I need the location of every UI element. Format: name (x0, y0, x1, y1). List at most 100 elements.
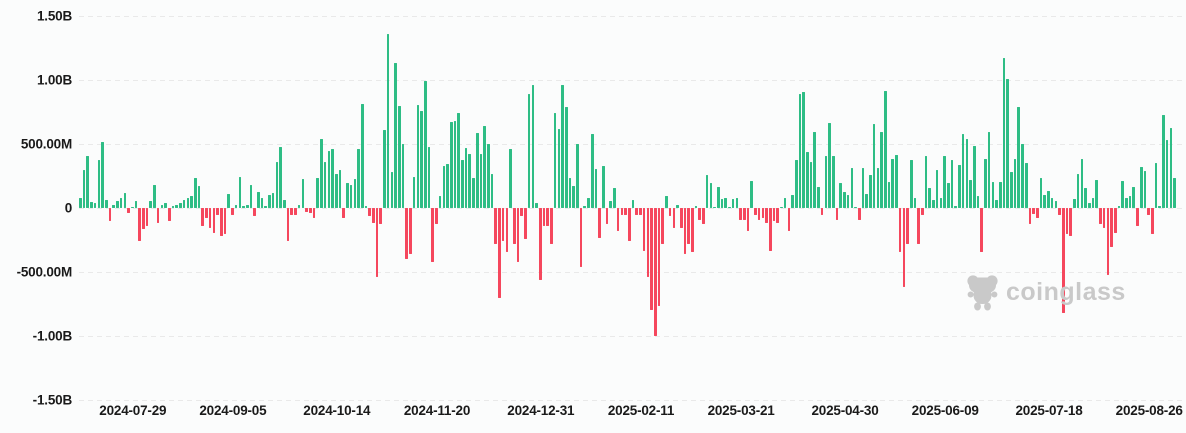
bar (583, 205, 587, 208)
bar (145, 208, 149, 227)
bar (334, 174, 338, 208)
bar (290, 208, 294, 215)
bar (832, 155, 835, 208)
gridline (79, 272, 1183, 273)
bar (527, 93, 531, 208)
bar (331, 148, 334, 208)
bar (153, 184, 156, 208)
bar (776, 208, 779, 223)
bar (513, 208, 516, 245)
bar (368, 208, 371, 217)
bar (342, 208, 345, 218)
bar (980, 208, 983, 253)
gridline (79, 144, 1183, 145)
bar (446, 163, 449, 208)
bar (557, 129, 561, 208)
gridline (79, 336, 1183, 337)
bar (917, 208, 920, 245)
bar (1076, 174, 1080, 208)
bar (1102, 208, 1106, 228)
bar (420, 110, 423, 208)
bar (483, 125, 486, 208)
bar (576, 144, 579, 208)
bar (164, 203, 167, 208)
bar (635, 208, 638, 215)
bar (820, 208, 824, 215)
bar (116, 201, 119, 208)
bar (457, 112, 460, 208)
bar (401, 144, 405, 208)
bar (412, 176, 416, 208)
x-axis-label: 2025-03-21 (707, 403, 775, 418)
bar (435, 208, 438, 225)
bar (991, 181, 995, 208)
bar (427, 147, 431, 208)
bar (283, 199, 286, 208)
bar (798, 93, 802, 208)
bar (987, 132, 991, 208)
bar (249, 184, 253, 208)
bar (976, 196, 980, 208)
bar (961, 134, 965, 208)
bar (857, 208, 861, 220)
bar (1069, 208, 1073, 236)
y-axis-label: 1.00B (36, 72, 72, 88)
bar (620, 208, 624, 215)
bar (127, 208, 130, 213)
plot-area[interactable] (79, 16, 1183, 401)
bar (409, 208, 412, 254)
bar (386, 33, 390, 208)
bar (501, 208, 505, 241)
bar (921, 208, 924, 215)
bar (1121, 181, 1124, 208)
bar (208, 208, 212, 228)
bar (772, 208, 776, 222)
bar (394, 63, 397, 208)
bar (442, 165, 446, 208)
bar (546, 208, 549, 227)
bar (193, 177, 197, 208)
bar (108, 208, 112, 222)
bar (179, 203, 182, 208)
bar (357, 148, 360, 208)
bar (308, 208, 312, 213)
bar (835, 208, 839, 220)
bar (717, 187, 720, 208)
bar (160, 204, 164, 208)
bar (1058, 208, 1061, 215)
bar (453, 120, 457, 208)
bar (694, 206, 698, 208)
bar (906, 208, 909, 245)
bar (1036, 208, 1039, 218)
bar (616, 208, 620, 232)
bar (698, 208, 702, 220)
bar (642, 208, 646, 251)
bar (538, 208, 542, 281)
bar (579, 208, 583, 268)
bar (880, 131, 883, 208)
bar (679, 208, 683, 228)
x-axis-label: 2025-02-11 (607, 403, 675, 418)
bar (932, 199, 935, 208)
bar (305, 208, 308, 212)
x-axis-label: 2025-06-09 (911, 403, 979, 418)
bar (850, 167, 854, 208)
bar (943, 155, 946, 208)
bar (1151, 208, 1154, 235)
bar (653, 208, 657, 336)
bar (568, 177, 572, 208)
bar (268, 194, 271, 208)
bar (757, 208, 761, 220)
bar (1028, 208, 1032, 225)
bar (509, 148, 512, 208)
bar (1054, 201, 1058, 208)
bar (524, 208, 527, 240)
bar (219, 208, 223, 236)
bar (909, 160, 913, 208)
bar (260, 197, 264, 208)
bar (1143, 171, 1147, 208)
bar (791, 194, 794, 208)
bar (802, 92, 805, 208)
bar (130, 207, 134, 208)
bar (338, 170, 342, 208)
